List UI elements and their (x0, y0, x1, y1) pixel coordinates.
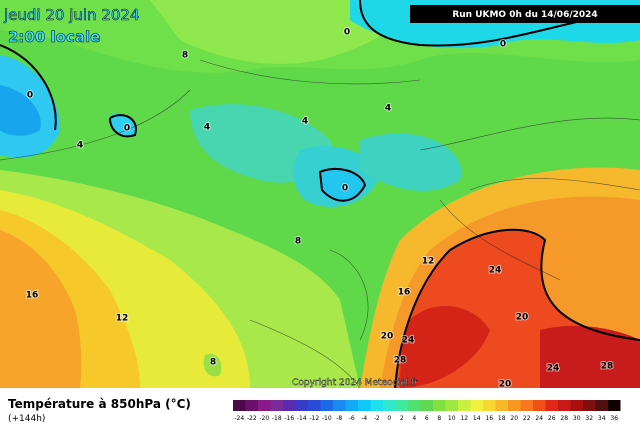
contour-label: 20 (499, 380, 512, 390)
legend-swatch (595, 400, 608, 411)
contour-label: 8 (295, 237, 301, 247)
legend-label: 0 (387, 415, 391, 422)
legend-label: -12 (309, 415, 319, 422)
legend-swatch (558, 400, 571, 411)
legend-swatch (408, 400, 421, 411)
legend-swatch (533, 400, 546, 411)
legend-label: -22 (247, 415, 257, 422)
legend-label: -10 (322, 415, 332, 422)
legend-title: Température à 850hPa (°C) (8, 397, 191, 411)
legend-label: -8 (336, 415, 342, 422)
contour-label: 12 (116, 314, 129, 324)
legend-swatch (370, 400, 383, 411)
legend-label: 32 (585, 415, 593, 422)
contour-label: 4 (302, 117, 308, 127)
legend-label: -6 (349, 415, 355, 422)
contour-label: 24 (547, 364, 560, 374)
legend-swatch (495, 400, 508, 411)
legend-swatch (520, 400, 533, 411)
legend-swatch (233, 400, 246, 411)
legend-label: 16 (485, 415, 493, 422)
legend-swatch (358, 400, 371, 411)
legend-label: 22 (523, 415, 531, 422)
legend-label: -4 (361, 415, 367, 422)
contour-label: 0 (27, 91, 33, 101)
legend-swatch (458, 400, 471, 411)
contour-label: 0 (344, 28, 350, 38)
contour-label: 12 (422, 257, 435, 267)
legend-label: 6 (425, 415, 429, 422)
legend-label: 30 (573, 415, 581, 422)
contour-label: 8 (182, 51, 188, 61)
contour-label: 28 (601, 362, 614, 372)
legend-label: 20 (510, 415, 518, 422)
date-title: jeudi 20 juin 2024 (3, 6, 140, 24)
contour-label: 4 (204, 123, 210, 133)
legend-label: 18 (498, 415, 506, 422)
map-field (0, 0, 640, 388)
legend-swatch (270, 400, 283, 411)
legend-swatch (308, 400, 321, 411)
legend-swatch (283, 400, 296, 411)
legend-swatch (345, 400, 358, 411)
legend-label: 12 (460, 415, 468, 422)
legend-swatch (383, 400, 396, 411)
contour-label: 24 (489, 266, 502, 276)
legend-label: -24 (234, 415, 244, 422)
legend-swatch (245, 400, 258, 411)
legend-label: 36 (610, 415, 618, 422)
legend-swatch (483, 400, 496, 411)
contour-label: 28 (394, 356, 407, 366)
legend-subtitle: (+144h) (8, 414, 45, 424)
legend-label: -2 (374, 415, 380, 422)
run-box (410, 5, 640, 23)
contour-label: 16 (26, 291, 39, 301)
contour-label: 0 (342, 184, 348, 194)
contour-label: 20 (516, 313, 529, 323)
legend-swatch (508, 400, 521, 411)
legend-swatch (395, 400, 408, 411)
legend-label: 14 (473, 415, 481, 422)
legend-label: -16 (284, 415, 294, 422)
legend-swatch (420, 400, 433, 411)
contour-label: 20 (381, 332, 394, 342)
run-info: Run UKMO 0h du 14/06/2024 (452, 10, 597, 20)
legend-label: 8 (437, 415, 441, 422)
legend-label: 28 (560, 415, 568, 422)
legend-swatch (470, 400, 483, 411)
contour-label: 4 (77, 141, 83, 151)
legend-label: -18 (272, 415, 282, 422)
legend-swatch (433, 400, 446, 411)
legend-swatch (295, 400, 308, 411)
legend-swatch (258, 400, 271, 411)
contour-label: 0 (500, 40, 506, 50)
legend-swatch (570, 400, 583, 411)
legend-label: 34 (598, 415, 606, 422)
copyright: Copyright 2024 Meteociel.fr (292, 378, 418, 388)
contour-label: 8 (210, 358, 216, 368)
contour-label: 24 (402, 336, 415, 346)
legend-label: 4 (412, 415, 416, 422)
contour-label: 4 (385, 104, 391, 114)
legend-swatch (333, 400, 346, 411)
legend-swatch (583, 400, 596, 411)
legend-label: 26 (548, 415, 556, 422)
legend-label: -14 (297, 415, 307, 422)
contour-label: 0 (124, 124, 130, 134)
legend-label: 24 (535, 415, 543, 422)
legend-swatch (320, 400, 333, 411)
contour-label: 16 (398, 288, 411, 298)
legend-swatch (545, 400, 558, 411)
legend-label: -20 (259, 415, 269, 422)
legend-label: 10 (448, 415, 456, 422)
legend-swatch (445, 400, 458, 411)
legend-swatch (608, 400, 621, 411)
time-title: 2:00 locale (8, 28, 100, 46)
legend-label: 2 (400, 415, 404, 422)
